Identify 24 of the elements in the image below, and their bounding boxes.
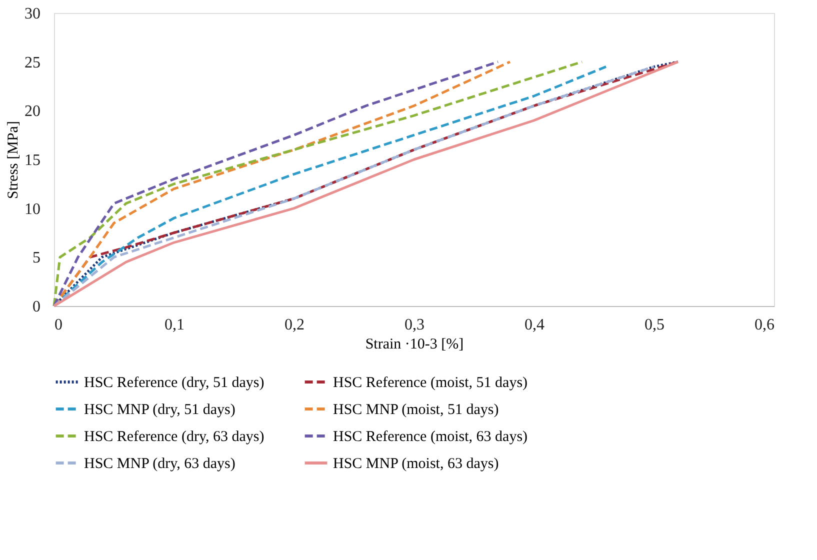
- y-axis-title: Stress [MPa]: [6, 121, 22, 199]
- legend-label: HSC MNP (moist, 51 days): [333, 402, 499, 418]
- legend-label: HSC Reference (dry, 63 days): [84, 429, 264, 445]
- legend-label: HSC Reference (dry, 51 days): [84, 375, 264, 391]
- legend-label: HSC MNP (dry, 63 days): [84, 456, 236, 472]
- x-tick-label: 0,2: [284, 316, 304, 334]
- x-axis-title: Strain ·10-3 [%]: [365, 336, 464, 352]
- y-tick-label: 30: [24, 6, 40, 22]
- y-tick-label: 5: [32, 250, 40, 267]
- y-tick-label: 10: [24, 200, 40, 218]
- x-tick-label: 0,3: [404, 316, 424, 334]
- legend-label: HSC Reference (moist, 63 days): [333, 429, 528, 445]
- x-tick-label: 0,6: [754, 316, 774, 334]
- x-tick-label: 0,4: [524, 316, 544, 334]
- legend-label: HSC Reference (moist, 51 days): [333, 375, 528, 391]
- y-tick-label: 15: [24, 152, 40, 169]
- x-tick-label: 0,1: [164, 316, 184, 334]
- legend-label: HSC MNP (dry, 51 days): [84, 402, 236, 418]
- x-tick-label: 0,5: [644, 316, 664, 334]
- y-tick-label: 0: [32, 298, 40, 316]
- legend-label: HSC MNP (moist, 63 days): [333, 456, 499, 472]
- y-tick-label: 25: [24, 54, 40, 72]
- y-tick-label: 20: [24, 103, 40, 120]
- x-tick-label: 0: [54, 316, 62, 334]
